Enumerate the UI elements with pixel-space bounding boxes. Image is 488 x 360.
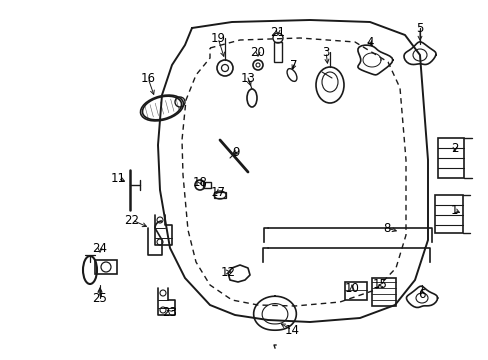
Bar <box>95 260 117 274</box>
Bar <box>437 138 463 178</box>
Text: 6: 6 <box>417 288 425 302</box>
Bar <box>203 182 210 188</box>
Text: 21: 21 <box>270 26 285 39</box>
Bar <box>434 195 462 233</box>
Text: 15: 15 <box>372 279 386 292</box>
Text: 23: 23 <box>162 306 177 319</box>
Bar <box>273 42 282 62</box>
Text: 9: 9 <box>232 145 239 158</box>
Text: 7: 7 <box>290 59 297 72</box>
Text: 10: 10 <box>344 282 359 294</box>
Text: 22: 22 <box>124 213 139 226</box>
Text: 3: 3 <box>322 45 329 59</box>
Text: 8: 8 <box>383 221 390 234</box>
Text: 11: 11 <box>110 171 125 185</box>
Text: 13: 13 <box>240 72 255 85</box>
Text: 24: 24 <box>92 242 107 255</box>
Text: 2: 2 <box>450 141 458 154</box>
Text: 14: 14 <box>284 324 299 337</box>
Text: 1: 1 <box>449 203 457 216</box>
Text: 4: 4 <box>366 36 373 49</box>
Bar <box>214 192 225 198</box>
Text: 20: 20 <box>250 45 265 59</box>
Text: 12: 12 <box>220 266 235 279</box>
Text: 17: 17 <box>210 185 225 198</box>
Bar <box>345 282 366 300</box>
Bar <box>371 278 395 306</box>
Text: 19: 19 <box>210 32 225 45</box>
Text: 18: 18 <box>192 176 207 189</box>
Text: 25: 25 <box>92 292 107 305</box>
Text: 5: 5 <box>415 22 423 35</box>
Text: 16: 16 <box>140 72 155 85</box>
